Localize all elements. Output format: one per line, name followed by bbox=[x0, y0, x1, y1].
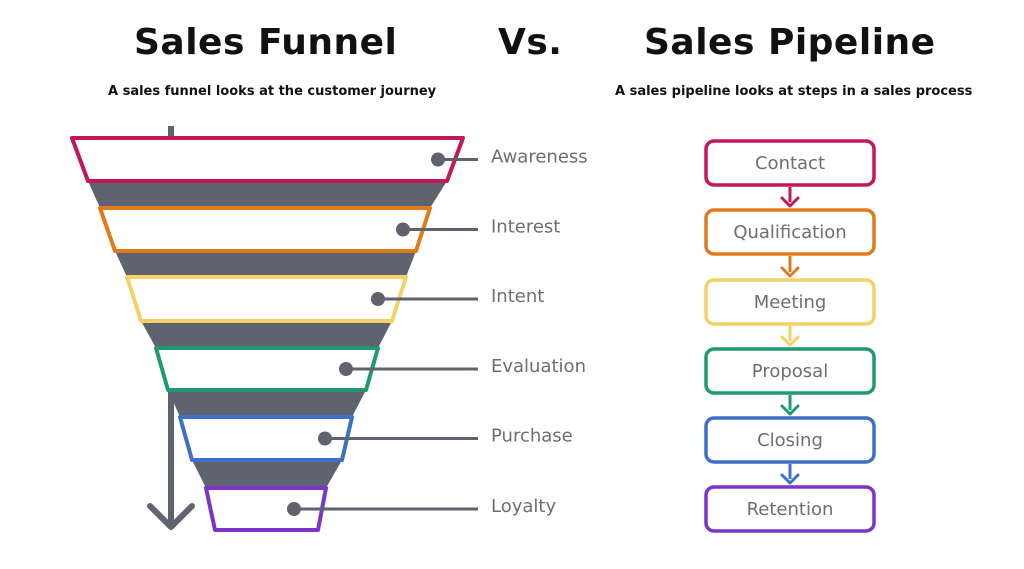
pipeline-step-contact bbox=[704, 139, 876, 187]
funnel-stage-intent bbox=[125, 275, 408, 323]
pipeline-step-label: Contact bbox=[755, 153, 825, 174]
funnel-stage-evaluation bbox=[154, 346, 380, 392]
funnel-stage-label: Interest bbox=[491, 217, 560, 238]
funnel-connector-band bbox=[168, 390, 366, 417]
arrow-down-icon bbox=[780, 404, 800, 416]
funnel-connector-band bbox=[192, 460, 342, 488]
funnel-stage-label: Awareness bbox=[491, 147, 588, 168]
arrow-down-icon bbox=[780, 473, 800, 485]
arrow-down-icon bbox=[780, 335, 800, 347]
funnel-stage-label: Loyalty bbox=[491, 496, 556, 517]
stage-dot bbox=[396, 222, 410, 237]
pipeline-step-closing bbox=[704, 416, 876, 464]
stage-dot bbox=[318, 431, 332, 446]
pipeline-step-label: Proposal bbox=[752, 361, 828, 382]
arrow-head-icon bbox=[147, 503, 195, 530]
pipeline-step-label: Qualification bbox=[733, 222, 846, 243]
sales-funnel: Awareness Interest Intent Evaluation Purchas… bbox=[70, 126, 588, 532]
funnel-stage-interest bbox=[98, 206, 432, 253]
sales-pipeline: Contact Qualification Meeting Proposal Closi… bbox=[704, 139, 876, 533]
funnel-stage-purchase bbox=[178, 415, 354, 462]
funnel-connector-band bbox=[115, 251, 416, 277]
pipeline-step-retention bbox=[704, 485, 876, 533]
stage-dot bbox=[431, 152, 445, 167]
funnel-title: Sales Funnel bbox=[134, 22, 398, 63]
arrow-down-icon bbox=[780, 196, 800, 208]
pipeline-subtitle: A sales pipeline looks at steps in a sal… bbox=[615, 84, 973, 99]
funnel-connector-band bbox=[141, 321, 392, 348]
pipeline-step-meeting bbox=[704, 278, 876, 326]
funnel-connector-band bbox=[88, 181, 447, 208]
funnel-stage-label: Intent bbox=[491, 286, 544, 307]
funnel-stage-awareness bbox=[70, 136, 465, 183]
vs-label: Vs. bbox=[498, 22, 563, 63]
pipeline-step-label: Closing bbox=[757, 430, 823, 451]
pipeline-step-label: Retention bbox=[747, 499, 834, 520]
pipeline-step-qualification bbox=[704, 208, 876, 256]
funnel-stage-loyalty bbox=[204, 486, 328, 532]
pipeline-step-proposal bbox=[704, 347, 876, 395]
funnel-subtitle: A sales funnel looks at the customer jou… bbox=[108, 84, 437, 99]
stage-dot bbox=[287, 502, 301, 516]
pipeline-step-label: Meeting bbox=[754, 292, 827, 313]
stage-dot bbox=[339, 362, 353, 376]
arrow-down-icon bbox=[780, 266, 800, 278]
funnel-stage-label: Evaluation bbox=[491, 356, 586, 377]
stage-dot bbox=[371, 292, 385, 306]
pipeline-title: Sales Pipeline bbox=[644, 22, 936, 63]
funnel-stage-label: Purchase bbox=[491, 426, 573, 447]
